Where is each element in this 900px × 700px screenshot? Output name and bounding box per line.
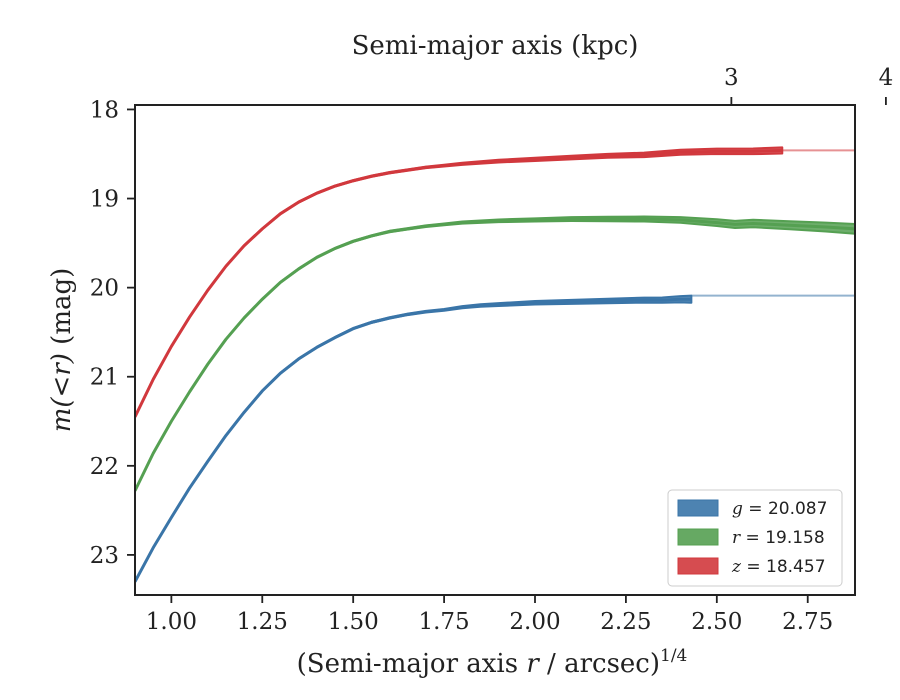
- y-axis-label-unit: (mag): [47, 268, 77, 353]
- series-r-line: [135, 217, 855, 492]
- series-r: [135, 215, 855, 493]
- series-z: [135, 146, 855, 419]
- x-tick-label: 1.00: [146, 609, 197, 635]
- x-axis-label-main: (Semi-major axis: [297, 649, 527, 679]
- legend-swatch-g: [677, 499, 719, 517]
- series-g-line: [135, 297, 692, 583]
- series-r-band: [135, 215, 855, 493]
- series-g-band: [135, 294, 693, 584]
- series-z-band: [135, 146, 784, 419]
- y-axis: 18 19 20 21 22 23: [90, 97, 135, 569]
- x-tick-label: 2.50: [691, 609, 742, 635]
- x-axis-label-exp: 1/4: [660, 646, 687, 666]
- top-x-axis-label: Semi-major axis (kpc): [352, 31, 639, 61]
- x-axis-label-var: r: [526, 649, 540, 679]
- legend-swatch-r: [677, 528, 719, 546]
- y-tick-label: 21: [90, 365, 119, 391]
- y-tick-label: 23: [90, 543, 119, 569]
- legend: g = 20.087 r = 19.158 z = 18.457: [667, 489, 843, 587]
- legend-swatch-z: [677, 557, 719, 575]
- x-axis-label-tail: / arcsec): [539, 649, 660, 679]
- legend-items: g = 20.087 r = 19.158 z = 18.457: [677, 499, 827, 577]
- top-tick-label: 3: [724, 65, 739, 91]
- x-tick-label: 1.25: [237, 609, 288, 635]
- x-axis-label: (Semi-major axis r / arcsec)1/4: [297, 646, 688, 679]
- x-tick-label: 2.75: [782, 609, 833, 635]
- y-tick-label: 18: [90, 97, 119, 123]
- y-tick-label: 19: [90, 187, 119, 213]
- y-tick-label: 20: [90, 276, 119, 302]
- legend-label-z: z = 18.457: [731, 557, 826, 577]
- top-tick-label: 4: [879, 65, 894, 91]
- x-tick-label: 1.75: [418, 609, 469, 635]
- legend-label-g: g = 20.087: [732, 499, 827, 519]
- x-tick-label: 1.50: [328, 609, 379, 635]
- plot-frame: [134, 104, 856, 596]
- x-axis: 1.00 1.25 1.50 1.75 2.00 2.25 2.50 2.75: [146, 595, 833, 635]
- top-x-axis: 3456: [724, 65, 894, 105]
- legend-label-r: r = 19.158: [732, 528, 825, 548]
- series-layer: [135, 146, 855, 584]
- y-axis-label: m(<r) (mag): [47, 268, 77, 433]
- y-axis-label-math: m(<r): [47, 353, 77, 432]
- series-g: [135, 294, 855, 584]
- x-tick-label: 2.00: [509, 609, 560, 635]
- series-z-line: [135, 148, 783, 418]
- y-tick-label: 22: [90, 454, 119, 480]
- x-tick-label: 2.25: [600, 609, 651, 635]
